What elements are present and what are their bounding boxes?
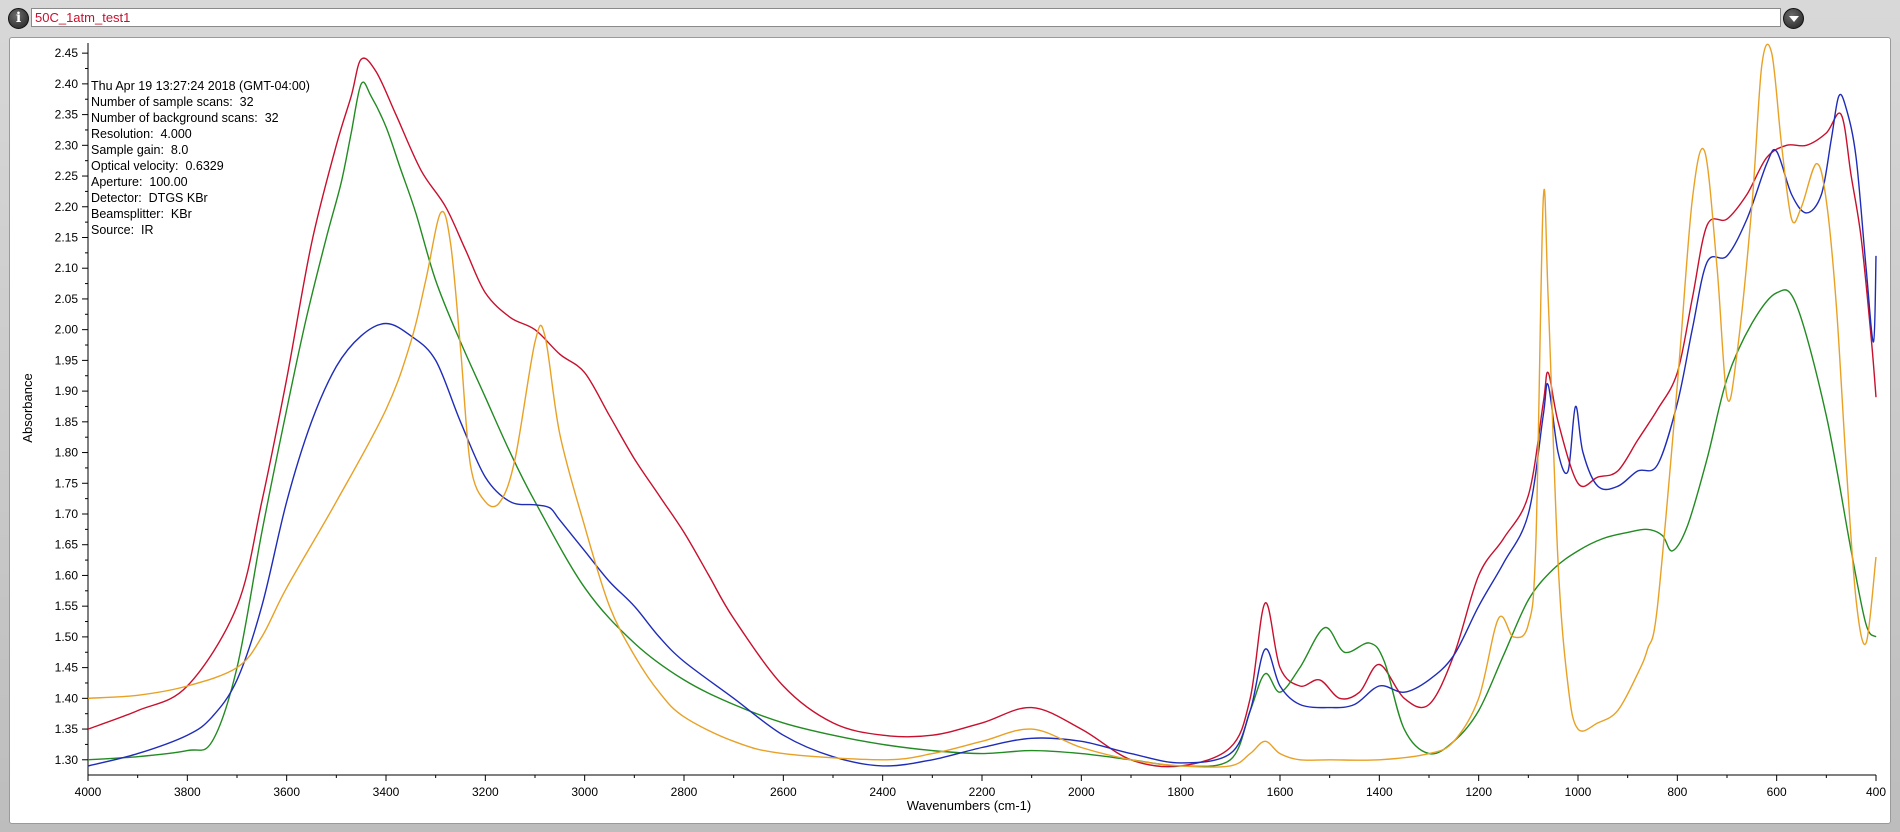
y-tick-label: 1.95 <box>55 353 79 367</box>
y-tick-label: 2.20 <box>55 200 79 214</box>
x-axis: 4000 3800 3600 3400 3200 3000 2800 2600 2400 2200… <box>75 774 1886 799</box>
x-tick-label: 1800 <box>1167 785 1194 799</box>
x-tick-label: 2800 <box>671 785 698 799</box>
info-line: Aperture: 100.00 <box>91 175 188 189</box>
y-tick-label: 2.25 <box>55 169 79 183</box>
y-tick-label: 1.85 <box>55 415 79 429</box>
info-line: Number of background scans: 32 <box>91 111 279 125</box>
x-tick-label: 4000 <box>75 785 102 799</box>
y-tick-label: 2.30 <box>55 138 79 152</box>
x-tick-label: 3800 <box>174 785 201 799</box>
y-tick-label: 1.30 <box>55 753 79 767</box>
y-tick-label: 1.50 <box>55 630 79 644</box>
info-icon[interactable]: i <box>8 8 29 29</box>
x-tick-label: 800 <box>1667 785 1687 799</box>
series-line-1[interactable] <box>87 57 1877 768</box>
info-line: Thu Apr 19 13:27:24 2018 (GMT-04:00) <box>91 79 310 93</box>
x-tick-label: 1600 <box>1267 785 1294 799</box>
info-line: Resolution: 4.000 <box>91 127 192 141</box>
y-tick-label: 1.70 <box>55 507 79 521</box>
x-tick-label: 3600 <box>273 785 300 799</box>
y-tick-label: 2.05 <box>55 292 79 306</box>
series-line-2[interactable] <box>87 81 1877 768</box>
y-axis-title: Absorbance <box>20 373 35 442</box>
x-tick-label: 3200 <box>472 785 499 799</box>
series-layer <box>87 43 1877 768</box>
y-tick-label: 2.45 <box>55 46 79 60</box>
acquisition-info: Thu Apr 19 13:27:24 2018 (GMT-04:00) Numb… <box>91 78 310 238</box>
y-tick-label: 2.35 <box>55 108 79 122</box>
y-tick-label: 2.10 <box>55 261 79 275</box>
plot-area <box>88 46 1876 770</box>
x-tick-label: 1000 <box>1565 785 1592 799</box>
x-tick-label: 400 <box>1866 785 1886 799</box>
y-tick-label: 1.90 <box>55 384 79 398</box>
spectrum-chart[interactable]: 1.30 1.35 1.40 1.45 1.50 1.55 1.60 1.65 1.70 1.75… <box>10 38 1890 823</box>
x-tick-label: 3000 <box>571 785 598 799</box>
info-line: Beamsplitter: KBr <box>91 207 192 221</box>
info-line: Detector: DTGS KBr <box>91 191 208 205</box>
info-line: Sample gain: 8.0 <box>91 143 189 157</box>
info-line: Optical velocity: 0.6329 <box>91 159 224 173</box>
info-line: Source: IR <box>91 223 154 237</box>
x-tick-label: 2600 <box>770 785 797 799</box>
series-line-4[interactable] <box>87 43 1877 768</box>
y-tick-label: 1.35 <box>55 722 79 736</box>
x-tick-label: 600 <box>1767 785 1787 799</box>
spectrum-title-field[interactable]: 50C_1atm_test1 <box>31 8 1781 27</box>
series-line-3[interactable] <box>87 93 1877 767</box>
x-tick-label: 2200 <box>969 785 996 799</box>
y-tick-label: 1.80 <box>55 446 79 460</box>
x-tick-label: 2000 <box>1068 785 1095 799</box>
y-tick-label: 1.75 <box>55 476 79 490</box>
x-tick-label: 3400 <box>373 785 400 799</box>
y-tick-label: 1.65 <box>55 538 79 552</box>
y-tick-label: 1.60 <box>55 568 79 582</box>
y-tick-label: 2.00 <box>55 323 79 337</box>
x-tick-label: 1400 <box>1366 785 1393 799</box>
y-tick-label: 1.45 <box>55 661 79 675</box>
x-tick-label: 2400 <box>869 785 896 799</box>
y-tick-label: 2.40 <box>55 77 79 91</box>
y-tick-label: 1.55 <box>55 599 79 613</box>
x-tick-label: 1200 <box>1465 785 1492 799</box>
x-axis-title: Wavenumbers (cm-1) <box>907 798 1031 813</box>
y-tick-label: 2.15 <box>55 230 79 244</box>
info-line: Number of sample scans: 32 <box>91 95 254 109</box>
y-axis: 1.30 1.35 1.40 1.45 1.50 1.55 1.60 1.65 1.70 1.75… <box>55 43 89 775</box>
y-tick-label: 1.40 <box>55 691 79 705</box>
chevron-down-icon[interactable] <box>1783 8 1804 29</box>
spectrum-plot-panel[interactable]: 1.30 1.35 1.40 1.45 1.50 1.55 1.60 1.65 1.70 1.75… <box>9 37 1891 824</box>
title-bar: i 50C_1atm_test1 <box>0 0 1900 36</box>
